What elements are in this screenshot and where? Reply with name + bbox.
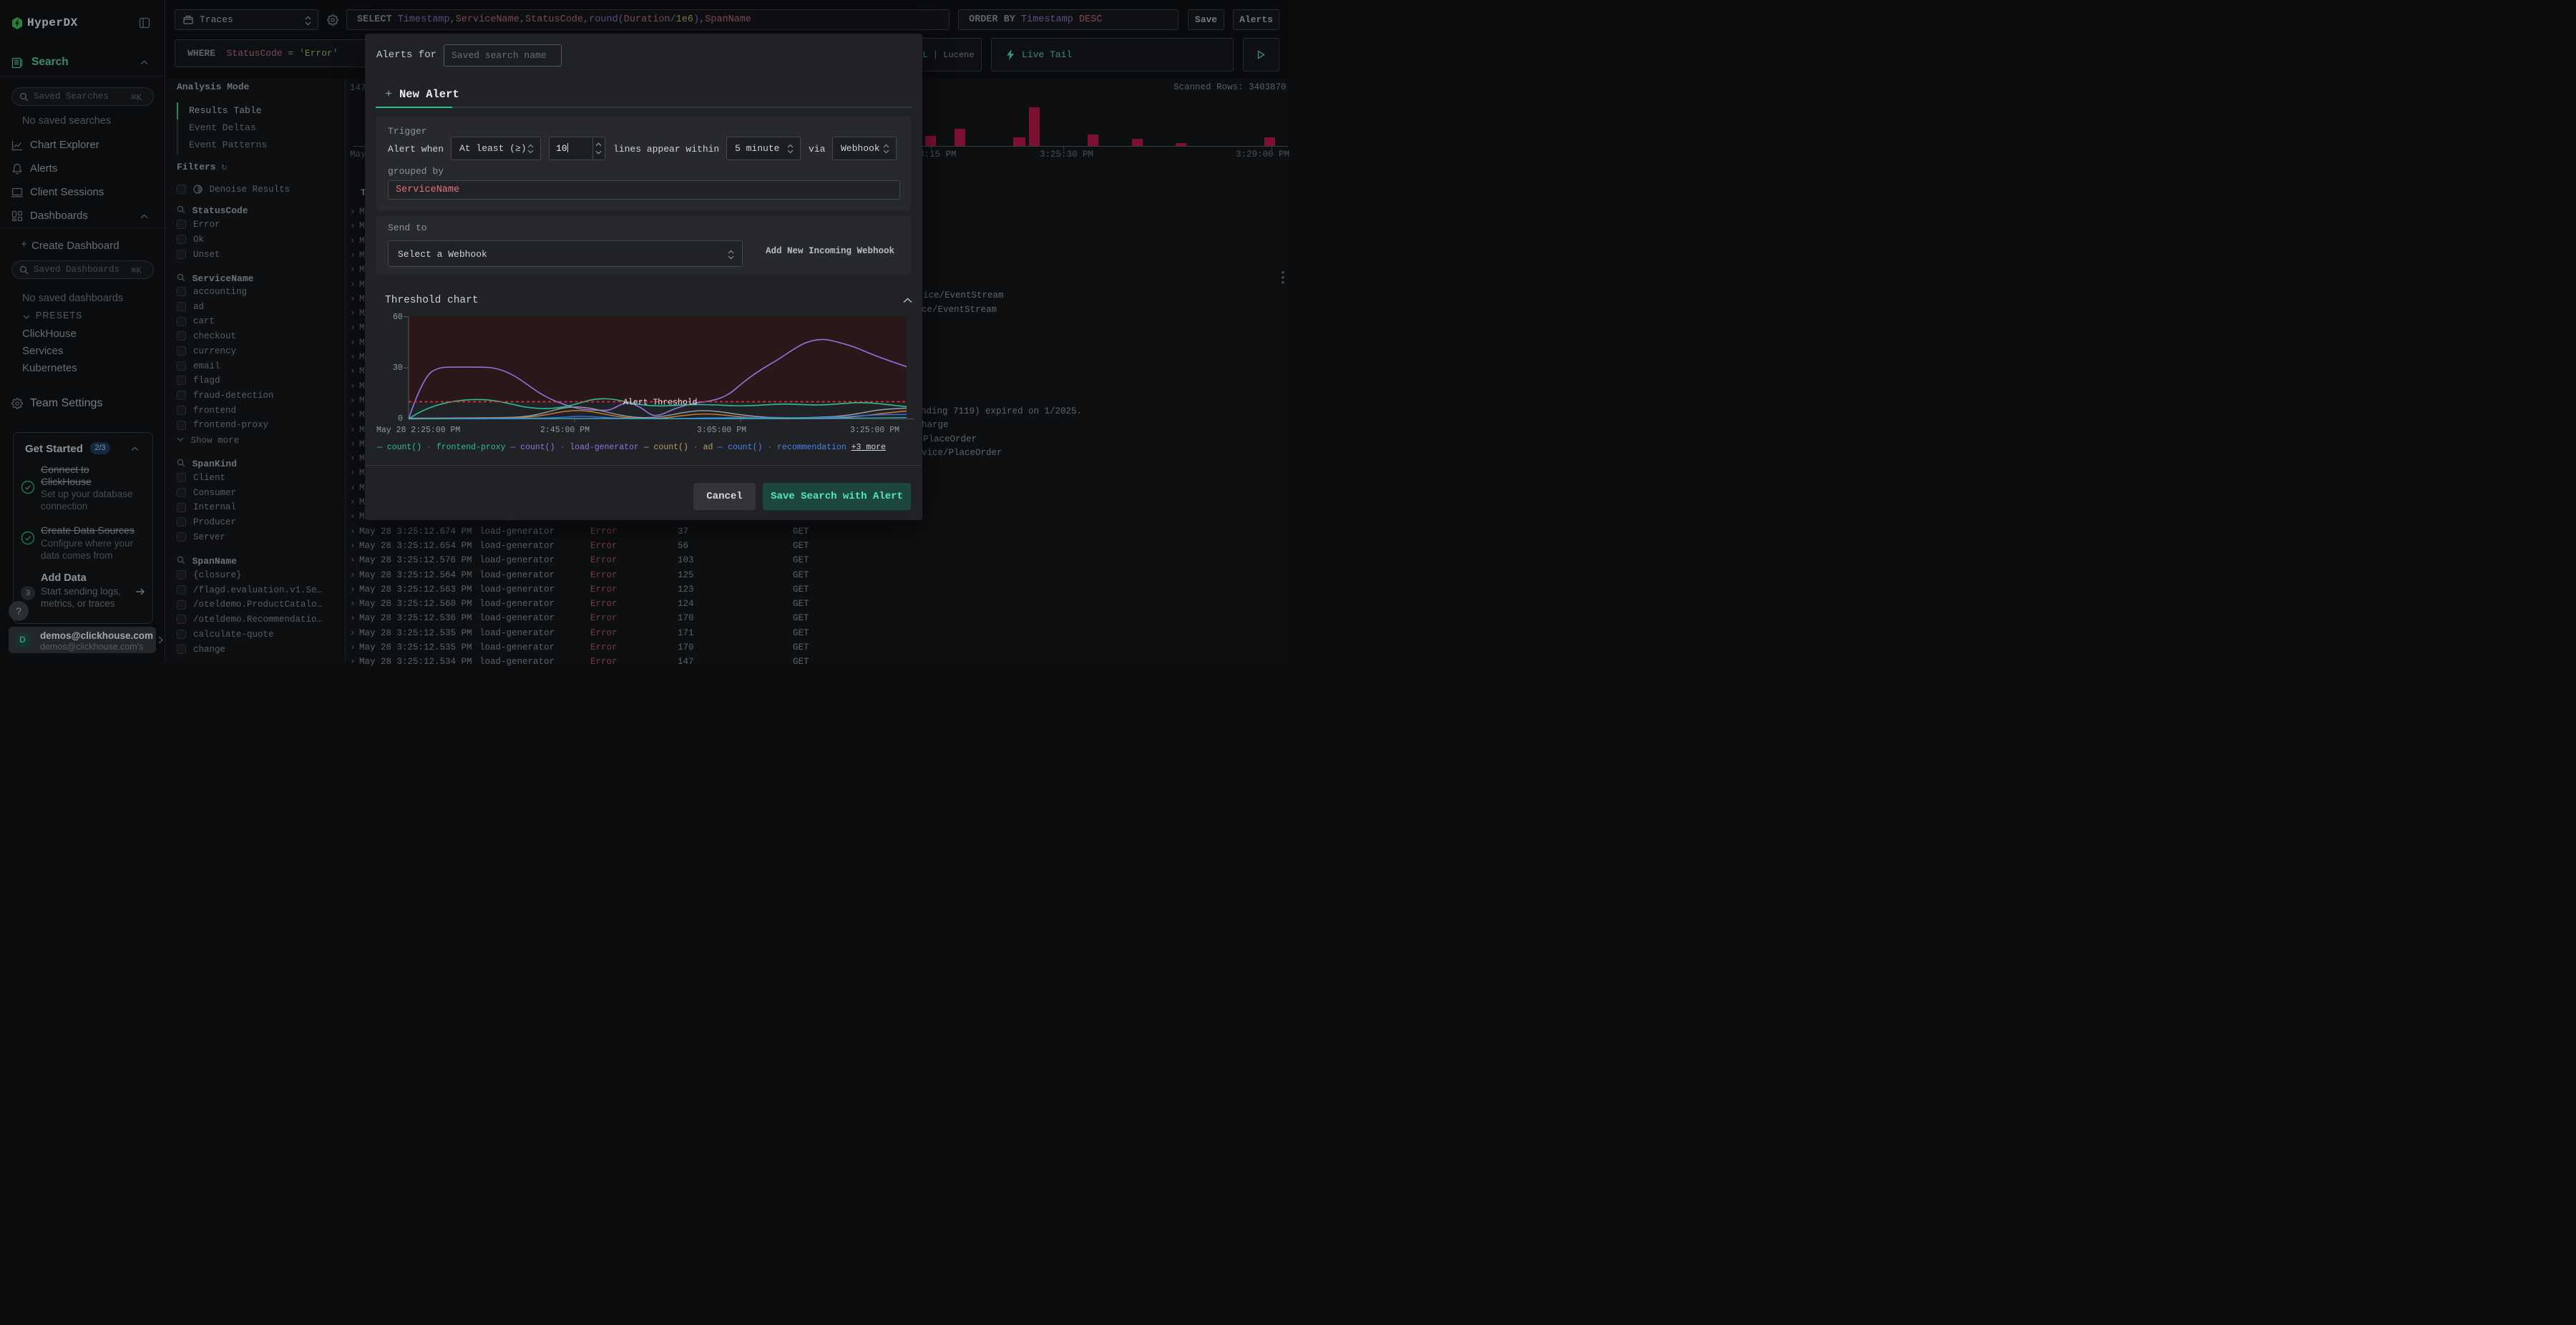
svg-text:Alert Threshold: Alert Threshold (623, 399, 698, 408)
